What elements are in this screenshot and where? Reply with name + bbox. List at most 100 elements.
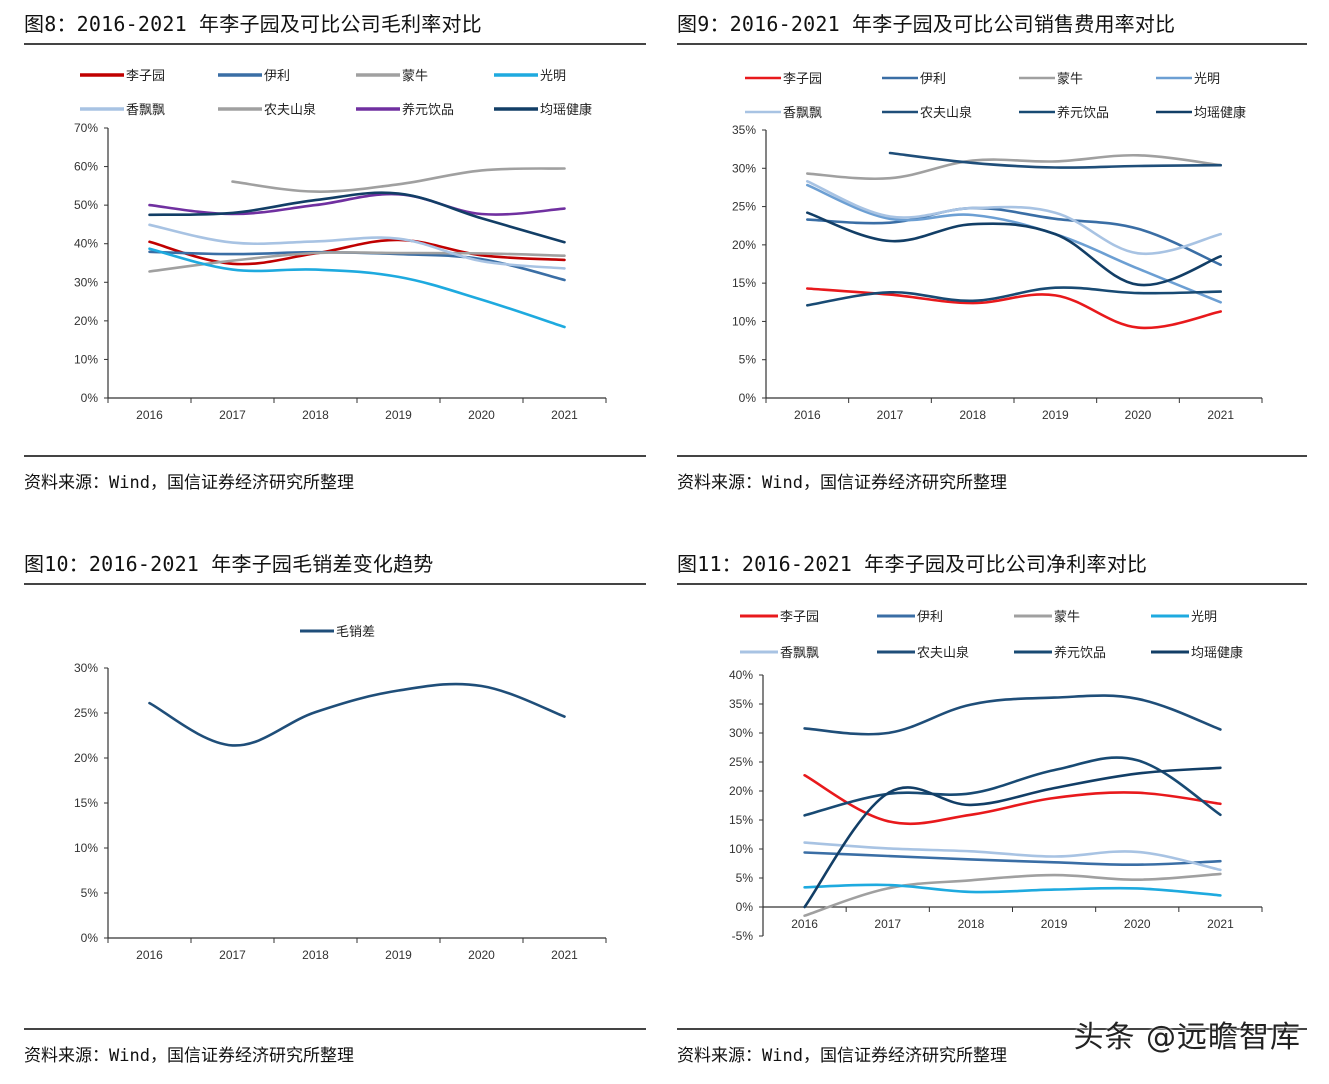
legend-label: 伊利 [920, 72, 946, 87]
legend-item: 农夫山泉 [218, 102, 316, 118]
legend-item: 光明 [1151, 610, 1217, 625]
legend-label: 蒙牛 [1057, 72, 1083, 87]
legend-label: 农夫山泉 [920, 105, 972, 121]
series-line-6 [806, 286, 1222, 307]
series-line-1 [803, 851, 1222, 867]
chart-fig9: 0% 5% 10% 15% 20% 25% 30% 35% 2016 2017 2018 2019 20… [732, 72, 1263, 422]
legend-item: 李子园 [745, 72, 822, 87]
legend-label: 香飘飘 [783, 106, 822, 121]
y-tick-label: 50% [74, 198, 98, 212]
x-tick-label: 2021 [551, 948, 578, 962]
legend-label: 香飘飘 [126, 103, 165, 118]
series-line-3 [148, 247, 566, 329]
x-tick-label: 2020 [1124, 917, 1151, 931]
legend-label: 李子园 [780, 610, 819, 625]
x-tick-label: 2017 [877, 408, 904, 422]
legend-label: 养元饮品 [1054, 645, 1106, 661]
y-tick-label: 25% [729, 755, 753, 769]
y-tick-label: 30% [74, 661, 98, 675]
legend-label: 伊利 [917, 610, 943, 625]
y-tick-label: 25% [732, 200, 756, 214]
x-tick-label: 2018 [302, 948, 329, 962]
figure-9-title: 图9：2016-2021 年李子园及可比公司销售费用率对比 [677, 12, 1176, 36]
legend-label: 光明 [1191, 610, 1217, 625]
legend-label: 伊利 [264, 69, 290, 84]
figure-11-title: 图11：2016-2021 年李子园及可比公司净利率对比 [677, 552, 1148, 576]
legend-item: 光明 [1156, 72, 1220, 87]
x-tick-label: 2021 [551, 408, 578, 422]
y-tick-label: 30% [74, 275, 98, 289]
series-line-5 [803, 694, 1222, 736]
legend-item: 伊利 [877, 610, 943, 625]
y-tick-label: 15% [732, 276, 756, 290]
chart-fig8: 0% 10% 20% 30% 40% 50% 60% 70% 2016 2017 2018 2019 2… [74, 69, 607, 422]
watermark: 头条 @远瞻智库 [1073, 1020, 1301, 1055]
series-line-3 [806, 183, 1222, 304]
figure-11-source: 资料来源：Wind，国信证券经济研究所整理 [677, 1046, 1007, 1066]
legend-item: 香飘飘 [740, 646, 819, 661]
series-line-0 [803, 774, 1222, 826]
legend-item: 蒙牛 [1019, 72, 1083, 87]
y-tick-label: -5% [732, 929, 754, 943]
title-divider [677, 583, 1307, 585]
source-divider [24, 455, 646, 457]
series-line-0 [148, 682, 566, 747]
y-tick-label: 0% [81, 391, 99, 405]
figure-10-title: 图10：2016-2021 年李子园毛销差变化趋势 [24, 552, 434, 576]
series-line-4 [803, 841, 1222, 872]
y-tick-label: 0% [81, 931, 99, 945]
x-tick-label: 2016 [136, 948, 163, 962]
x-tick-label: 2018 [958, 917, 985, 931]
legend-item: 李子园 [740, 610, 819, 625]
source-divider [24, 1028, 646, 1030]
x-tick-label: 2021 [1207, 408, 1234, 422]
title-divider [24, 43, 646, 45]
legend-item: 均瑶健康 [1151, 645, 1243, 661]
y-tick-label: 70% [74, 121, 98, 135]
x-tick-label: 2017 [219, 948, 246, 962]
x-tick-label: 2019 [385, 948, 412, 962]
y-tick-label: 10% [74, 841, 98, 855]
legend-item: 蒙牛 [356, 69, 428, 84]
x-tick-label: 2020 [468, 408, 495, 422]
x-tick-label: 2016 [791, 917, 818, 931]
series-line-4 [806, 180, 1222, 256]
x-tick-label: 2020 [1125, 408, 1152, 422]
title-divider [677, 43, 1307, 45]
legend-label: 养元饮品 [402, 102, 454, 118]
series-line-2 [803, 872, 1222, 917]
legend-item: 李子园 [80, 69, 165, 84]
series-line-5 [888, 151, 1222, 169]
legend-item: 均瑶健康 [494, 102, 592, 118]
series-line-7 [148, 191, 566, 244]
figure-8-title: 图8：2016-2021 年李子园及可比公司毛利率对比 [24, 12, 482, 36]
legend-label: 农夫山泉 [917, 645, 969, 661]
y-tick-label: 60% [74, 160, 98, 174]
source-divider [677, 1028, 1307, 1030]
x-tick-label: 2020 [468, 948, 495, 962]
legend-label: 均瑶健康 [1194, 105, 1246, 121]
y-tick-label: 25% [74, 706, 98, 720]
chart-fig10: 0% 5% 10% 15% 20% 25% 30% 2016 2017 2018 2019 2020 2… [74, 625, 607, 962]
legend-label: 李子园 [783, 72, 822, 87]
y-tick-label: 40% [74, 237, 98, 251]
legend-item: 香飘飘 [80, 103, 165, 118]
legend-item: 伊利 [882, 72, 946, 87]
series-line-5 [231, 167, 566, 193]
series-line-3 [803, 883, 1222, 897]
series-line-2 [148, 251, 566, 273]
legend-label: 农夫山泉 [264, 102, 316, 118]
y-tick-label: 30% [729, 726, 753, 740]
legend-item: 农夫山泉 [877, 645, 969, 661]
legend-item: 光明 [494, 69, 566, 84]
y-tick-label: 5% [736, 871, 754, 885]
x-tick-label: 2016 [794, 408, 821, 422]
legend-label: 光明 [540, 69, 566, 84]
y-tick-label: 10% [729, 842, 753, 856]
chart-fig11: -5% 0% 5% 10% 15% 20% 25% 30% 35% 40% 2016 2017 2018… [729, 610, 1263, 943]
figure-8-source: 资料来源：Wind，国信证券经济研究所整理 [24, 473, 354, 493]
y-tick-label: 10% [74, 352, 98, 366]
title-divider [24, 583, 646, 585]
legend-label: 蒙牛 [1054, 610, 1080, 625]
y-tick-label: 15% [74, 796, 98, 810]
